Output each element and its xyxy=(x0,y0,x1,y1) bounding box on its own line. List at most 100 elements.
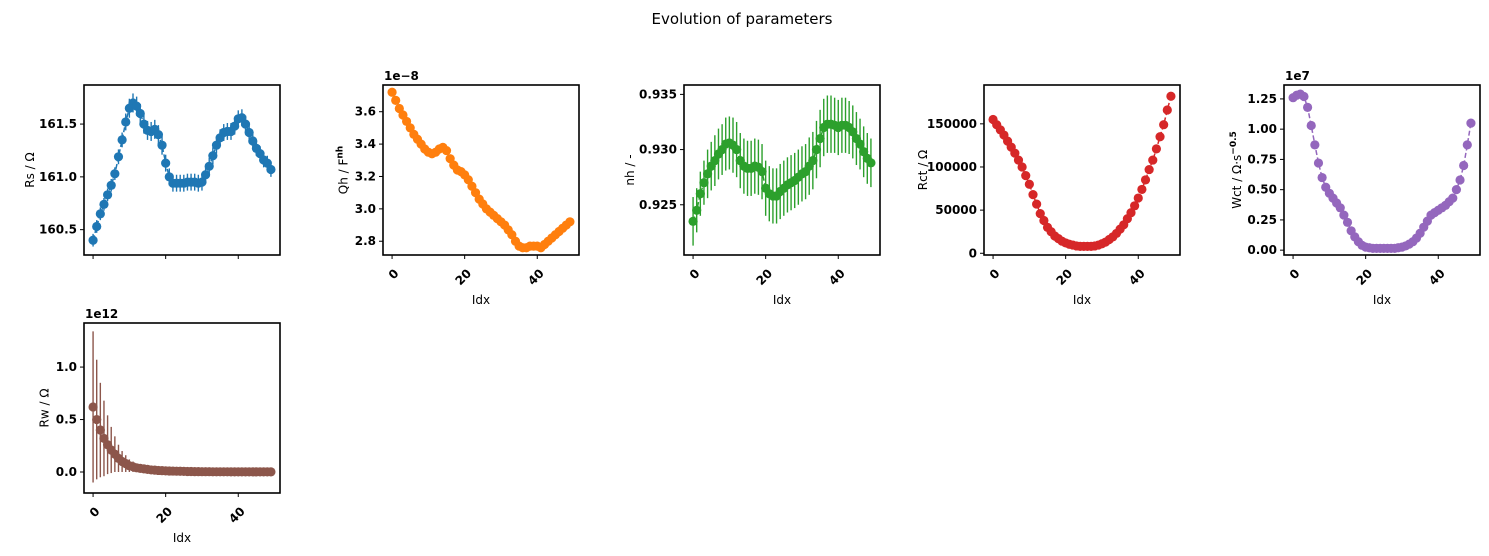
data-point xyxy=(1017,162,1027,172)
data-point xyxy=(208,151,218,161)
data-point xyxy=(1133,193,1143,203)
data-point xyxy=(157,140,167,150)
x-tick-label: 20 xyxy=(753,266,775,288)
y-tick-label: 3.6 xyxy=(355,105,376,119)
data-point xyxy=(1313,158,1324,168)
data-point xyxy=(88,235,98,245)
y-tick-label: 0.935 xyxy=(639,87,677,101)
axis-offset-text: 1e7 xyxy=(1285,69,1310,83)
data-point xyxy=(1342,217,1353,227)
axis-offset-text: 1e−8 xyxy=(384,69,419,83)
subplot-6: 0 20 40 0.0 0.5 1.0 1e12 Idx Rw / Ω xyxy=(37,307,281,545)
data-point xyxy=(1010,148,1020,158)
x-axis-label: Idx xyxy=(1073,293,1091,307)
x-tick-label: 40 xyxy=(226,504,248,526)
x-axis-label: Idx xyxy=(1373,293,1391,307)
data-point xyxy=(732,144,742,155)
y-tick-label: 3.0 xyxy=(355,202,376,216)
y-axis-label: Qh / Fnh xyxy=(335,146,350,194)
y-tick-label: 0.00 xyxy=(1247,243,1277,257)
y-tick-label: 2.8 xyxy=(355,234,376,248)
data-point xyxy=(1013,155,1024,165)
x-tick-label: 0 xyxy=(386,266,402,282)
x-tick-label: 40 xyxy=(525,266,547,288)
x-tick-label: 40 xyxy=(826,266,848,288)
data-point xyxy=(1339,210,1349,220)
y-axis-label: Rct / Ω xyxy=(916,150,930,190)
data-point xyxy=(1299,91,1309,102)
y-tick-label: 1.25 xyxy=(1247,92,1277,106)
x-tick-label: 20 xyxy=(452,266,474,288)
x-tick-label: 0 xyxy=(1287,266,1303,282)
x-tick-label: 20 xyxy=(1053,266,1075,288)
axes-frame xyxy=(382,84,580,256)
data-point xyxy=(1144,164,1154,175)
y-tick-label: 0.930 xyxy=(639,143,677,157)
axes-frame xyxy=(83,84,281,256)
data-point xyxy=(1140,175,1151,185)
data-point xyxy=(99,199,109,209)
data-point xyxy=(815,133,825,144)
subplot-1: 160.5 161.0 161.5 Rs / Ω xyxy=(23,84,281,259)
subplot-4: 0 20 40 0 50000 100000 150000 Idx Rct / Ω xyxy=(916,84,1181,307)
data-point xyxy=(1024,179,1034,189)
y-axis-label: Wct / Ω·s−0.5 xyxy=(1229,131,1244,209)
data-point xyxy=(441,145,452,156)
data-point xyxy=(106,180,116,190)
data-point xyxy=(1306,120,1316,131)
y-tick-label: 3.4 xyxy=(355,137,376,151)
data-point xyxy=(153,130,164,140)
series-line xyxy=(391,91,571,249)
data-point xyxy=(197,177,207,187)
data-point xyxy=(699,178,709,188)
data-point xyxy=(1302,102,1313,112)
x-tick-label: 0 xyxy=(87,504,103,520)
y-tick-label: 1.0 xyxy=(56,360,77,374)
y-tick-label: 1.00 xyxy=(1247,122,1277,136)
x-tick-label: 40 xyxy=(1426,266,1448,288)
y-tick-label: 161.0 xyxy=(39,170,77,184)
data-point xyxy=(200,170,211,180)
data-point xyxy=(688,216,698,226)
x-tick-label: 20 xyxy=(1353,266,1375,288)
y-tick-label: 100000 xyxy=(927,160,977,174)
data-point xyxy=(92,221,102,232)
data-point xyxy=(1148,155,1158,165)
subplot-3: 0 20 40 0.925 0.930 0.935 Idx nh / - xyxy=(623,84,881,307)
subplot-grid: 160.5 161.0 161.5 Rs / Ω 0 20 40 2.8 3.0 3.2 3.4 3.… xyxy=(23,69,1481,545)
data-point xyxy=(1455,175,1465,185)
data-point xyxy=(1151,144,1162,154)
data-point xyxy=(110,169,120,179)
data-point xyxy=(117,135,127,145)
data-point xyxy=(866,158,876,168)
axes-frame xyxy=(983,84,1181,256)
data-point xyxy=(1137,184,1147,195)
data-point xyxy=(757,167,767,177)
data-point xyxy=(1021,171,1031,181)
subplot-5: 0 20 40 0.00 0.25 0.50 0.75 1.00 1.25 1e7 Idx Wct /… xyxy=(1229,69,1481,307)
data-point xyxy=(1459,160,1469,171)
y-tick-label: 0.50 xyxy=(1247,183,1277,197)
data-point xyxy=(102,190,113,200)
subplot-2: 0 20 40 2.8 3.0 3.2 3.4 3.6 1e−8 Idx Qh / Fnh xyxy=(335,69,580,307)
y-tick-label: 0.25 xyxy=(1247,213,1277,227)
data-point xyxy=(1162,105,1172,115)
y-tick-label: 0.5 xyxy=(56,413,77,427)
data-point xyxy=(1466,118,1476,128)
data-point xyxy=(692,205,702,215)
data-point xyxy=(1166,91,1176,101)
y-tick-label: 161.5 xyxy=(39,117,77,131)
data-point xyxy=(1039,215,1049,226)
x-tick-label: 0 xyxy=(987,266,1003,282)
data-point xyxy=(565,217,575,227)
data-point xyxy=(1032,199,1042,209)
data-point xyxy=(135,108,145,119)
data-point xyxy=(1159,120,1169,130)
figure-title: Evolution of parameters xyxy=(652,10,833,28)
series-line xyxy=(1292,93,1472,250)
data-point xyxy=(1317,172,1327,183)
data-point xyxy=(1035,208,1045,219)
data-point xyxy=(266,467,276,477)
data-point xyxy=(132,101,142,111)
